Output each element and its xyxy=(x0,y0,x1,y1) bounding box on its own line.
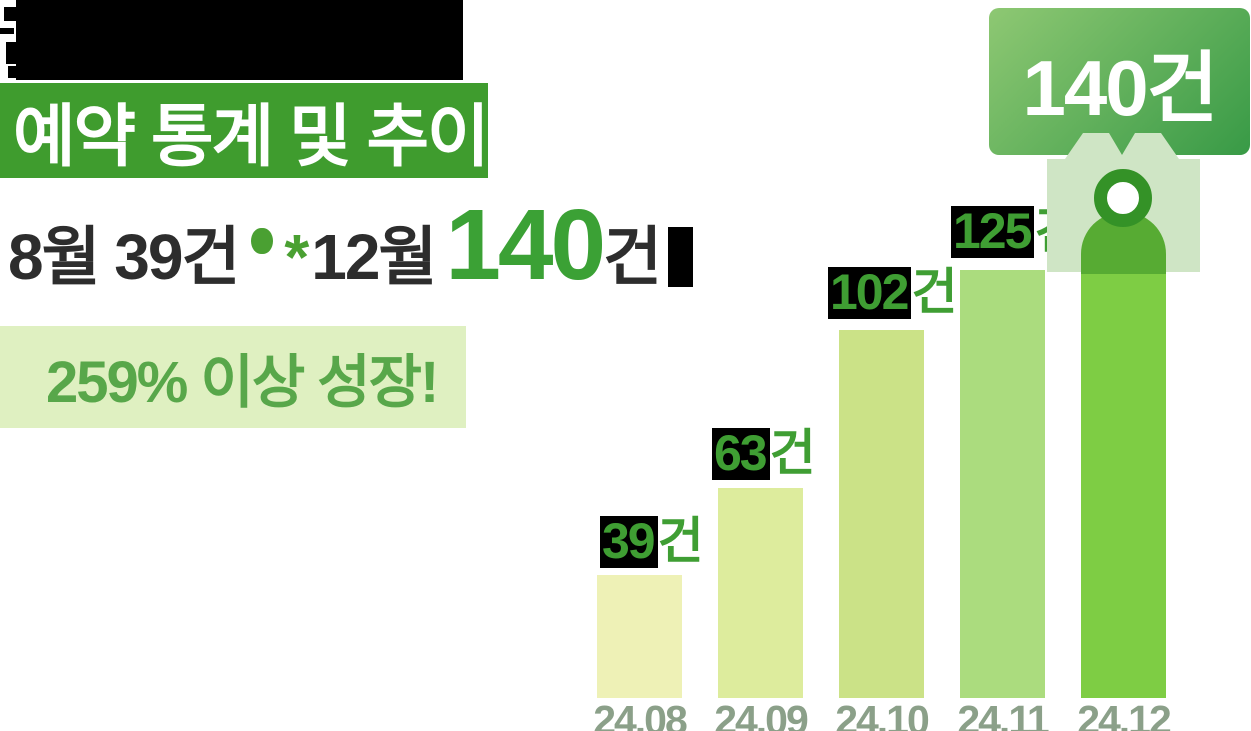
bar-value-label: 39건 xyxy=(600,513,704,569)
bar-24-12 xyxy=(1081,262,1166,698)
headline-big-value: 140 xyxy=(445,189,606,301)
person-pin-head-icon xyxy=(1094,169,1152,227)
blacked-out-title-box xyxy=(16,0,463,80)
peak-value-text: 140건 xyxy=(1022,43,1219,132)
bar-24-08 xyxy=(597,575,682,698)
growth-highlight-box: 259% 이상 성장! xyxy=(0,326,466,428)
clipped-text-fragment xyxy=(6,42,16,64)
x-axis-label: 24.09 xyxy=(714,697,809,731)
asterisk-mark: * xyxy=(284,221,310,293)
x-axis-label: 24.11 xyxy=(957,697,1049,731)
page-title: 예약 통계 및 추이 xyxy=(0,83,490,178)
clipped-text-fragment xyxy=(8,66,16,78)
x-axis-label: 24.08 xyxy=(593,697,688,731)
headline-big-value-suffix: 건 xyxy=(603,221,662,293)
missing-glyph-box xyxy=(668,227,694,287)
headline-start-value: 8월 39건 xyxy=(8,221,240,293)
bar-24-09 xyxy=(718,488,803,698)
bar-value-label: 63건 xyxy=(712,425,816,481)
peak-value-callout: 140건 xyxy=(989,8,1250,155)
clipped-text-fragment xyxy=(4,7,16,21)
bar-24-11 xyxy=(960,270,1045,698)
headline-end-month: 12월 xyxy=(311,221,437,293)
bar-24-10 xyxy=(839,330,924,698)
headline: 8월 39건 * 12월 140 건 xyxy=(8,188,708,301)
growth-text: 259% 이상 성장! xyxy=(46,350,439,415)
bar-value-label: 102건 xyxy=(828,264,957,320)
clipped-text-fragment xyxy=(0,28,14,34)
x-axis-label: 24.12 xyxy=(1077,697,1172,731)
page-title-text: 예약 통계 및 추이 xyxy=(13,99,490,175)
x-axis-label: 24.10 xyxy=(835,697,930,731)
